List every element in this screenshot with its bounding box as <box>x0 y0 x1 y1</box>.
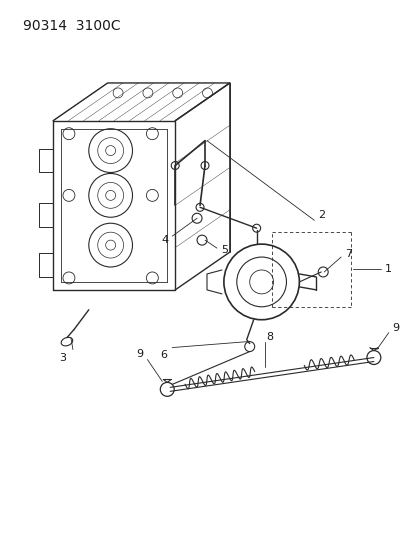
Text: 4: 4 <box>161 235 169 245</box>
Text: 6: 6 <box>159 350 166 360</box>
Text: 9: 9 <box>391 322 398 333</box>
Text: 2: 2 <box>317 210 324 220</box>
Text: 90314  3100C: 90314 3100C <box>23 19 121 33</box>
Text: 3: 3 <box>59 352 66 362</box>
Text: 8: 8 <box>266 332 273 342</box>
Text: 1: 1 <box>385 264 392 274</box>
Text: 5: 5 <box>221 245 228 255</box>
Text: 9: 9 <box>135 349 142 359</box>
Text: 7: 7 <box>344 249 352 259</box>
